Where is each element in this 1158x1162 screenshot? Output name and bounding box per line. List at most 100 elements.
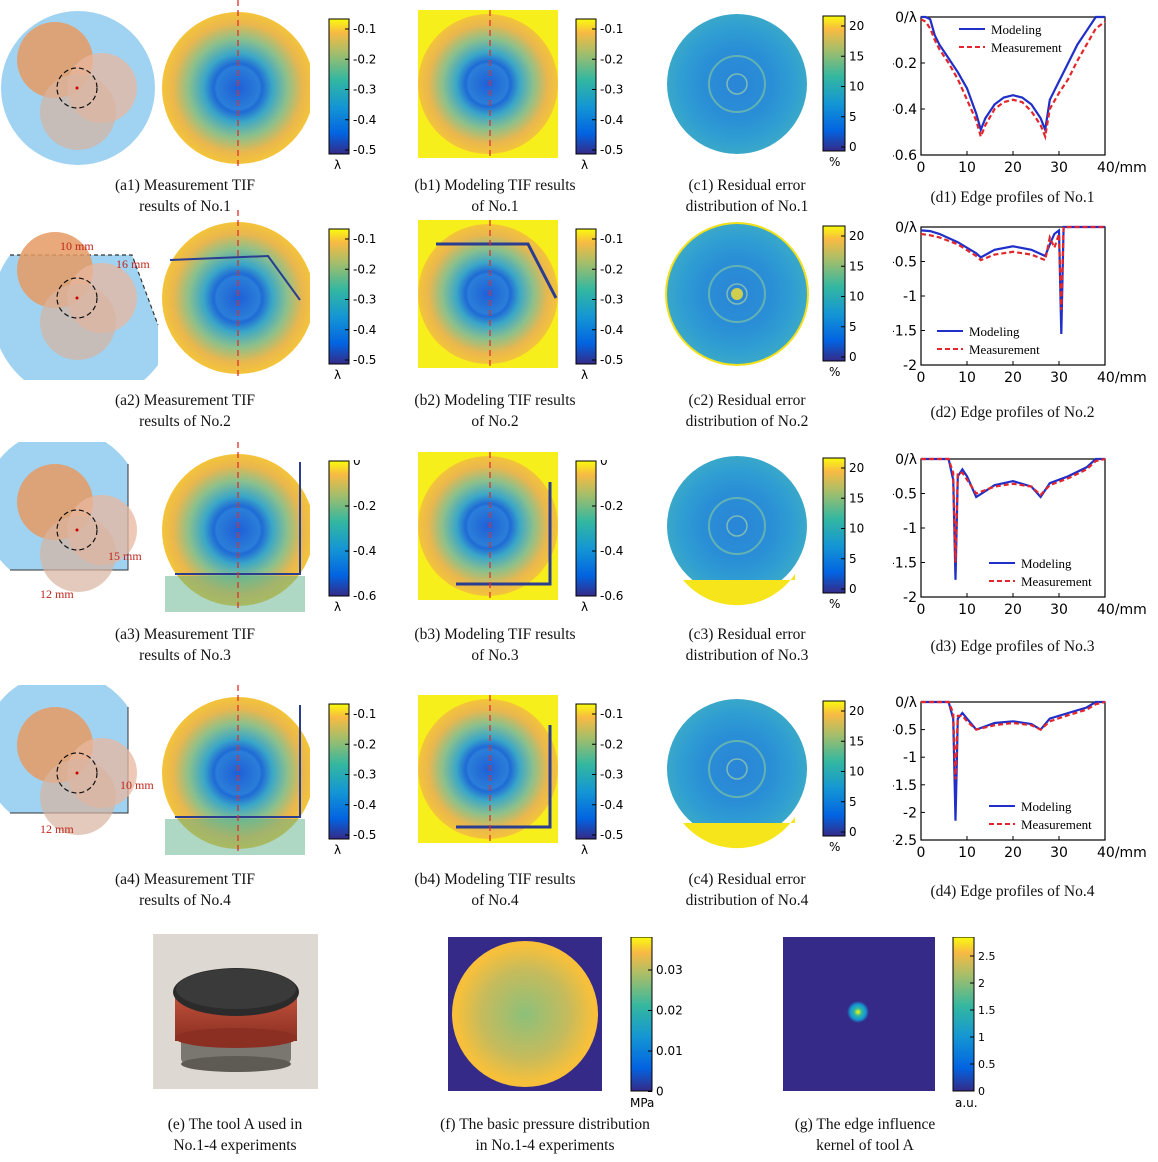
panel-b3 [418, 452, 563, 602]
caption-c-line: distribution of No.4 [685, 892, 809, 909]
caption-e: (e) The tool A used in No.1-4 experiment… [130, 1114, 340, 1156]
colorbar-tick: 10 [849, 765, 864, 779]
legend-label: Measurement [969, 342, 1040, 357]
colorbar-tick: -0.4 [600, 113, 623, 127]
panel-c3 [665, 452, 810, 607]
residual-error-map [667, 699, 807, 849]
panel-a4: 10 mm 12 mm [0, 672, 314, 855]
g-colorbar: 2.5 2 1.5 1 0.5 0a.u. [952, 936, 996, 1110]
colorbar: -0.1 -0.2 -0.3 -0.4 -0.5 λ [328, 18, 376, 172]
colorbar-tick: -0.4 [353, 113, 376, 127]
y-tick-label: -0.5 [893, 255, 917, 271]
x-tick-label: 20 [1004, 160, 1022, 176]
colorbar-tick: 5 [849, 320, 857, 334]
colorbar-tick: -0.6 [353, 589, 376, 603]
measurement-tif-map [162, 442, 314, 612]
caption-c2: (c2) Residual error distribution of No.2 [662, 390, 832, 432]
caption-e-line2: No.1-4 experiments [173, 1137, 297, 1154]
y-tick-label: 0/λ [895, 695, 917, 711]
series-line-modeling [920, 225, 1105, 335]
colorbar-unit: λ [581, 843, 588, 857]
colorbar-tick: 0 [978, 1085, 985, 1098]
caption-d4: (d4) Edge profiles of No.4 [905, 881, 1120, 902]
caption-c4: (c4) Residual error distribution of No.4 [662, 869, 832, 911]
x-tick-label: 10 [958, 160, 976, 176]
colorbar-tick: 2 [978, 977, 985, 990]
edge-profile-chart: 0/λ -0.5 -1 -1.5 -20 10 20 30 40/mm Modeling Measu… [890, 452, 1147, 618]
panel-a2: 10 mm 16 mm [0, 210, 314, 403]
colorbar-c3: 20 15 10 5 0% [822, 457, 882, 622]
y-tick-label: -1.5 [893, 556, 917, 572]
y-tick-label: -1 [903, 289, 917, 305]
colorbar-tick: -0.3 [600, 768, 623, 782]
colorbar: -0.1 -0.2 -0.3 -0.4 -0.5 λ [575, 228, 623, 382]
colorbar-c4: 20 15 10 5 0% [822, 700, 882, 865]
residual-error-map [667, 14, 807, 154]
x-tick-label: 20 [1004, 845, 1022, 861]
caption-a-line: (a3) Measurement TIF [114, 626, 256, 643]
colorbar-tick: 0 [600, 460, 608, 468]
colorbar: 20 15 10 5 0% [822, 700, 864, 854]
colorbar-tick: -0.1 [353, 232, 376, 246]
colorbar-tick: -0.5 [600, 353, 623, 367]
panel-b4 [418, 695, 563, 845]
caption-a-line: results of No.2 [139, 413, 231, 430]
caption-c-line: (c2) Residual error [688, 392, 806, 409]
caption-a3: (a3) Measurement TIF results of No.3 [60, 624, 310, 666]
x-tick-label: 30 [1050, 370, 1068, 386]
colorbar-tick: -0.1 [353, 22, 376, 36]
modeling-tif-map [418, 220, 558, 370]
panel-b1 [418, 10, 563, 160]
edge-profile-chart: 0/λ -0.5 -1 -1.5 -20 10 20 30 40/mm Modeling Measu… [890, 220, 1147, 386]
caption-a2: (a2) Measurement TIF results of No.2 [60, 390, 310, 432]
schematic-annotation: 10 mm [120, 778, 154, 792]
caption-g: (g) The edge influence kernel of tool A [760, 1114, 970, 1156]
colorbar-tick: -0.2 [600, 262, 623, 276]
legend-label: Modeling [1021, 556, 1072, 571]
colorbar-tick: 0.5 [978, 1058, 996, 1071]
panel-f-pressure: 0.03 0.02 0.01 0 MPa [448, 936, 688, 1112]
colorbar-tick: 0.01 [656, 1044, 683, 1058]
colorbar-unit: % [829, 597, 840, 611]
colorbar: -0.1 -0.2 -0.3 -0.4 -0.5 λ [575, 703, 623, 857]
colorbar-unit: a.u. [955, 1096, 978, 1110]
colorbar-tick: -0.1 [600, 707, 623, 721]
caption-b2: (b2) Modeling TIF results of No.2 [395, 390, 595, 432]
colorbar-tick: -0.1 [600, 22, 623, 36]
orbit-path [56, 277, 98, 319]
residual-error-map [667, 456, 807, 606]
colorbar-tick: -0.4 [353, 323, 376, 337]
measurement-tif-schematic: 10 mm 16 mm [0, 210, 314, 403]
colorbar: -0.1 -0.2 -0.3 -0.4 -0.5 λ [328, 703, 376, 857]
colorbar-tick: -0.3 [353, 768, 376, 782]
colorbar-tick: -0.1 [353, 707, 376, 721]
legend-label: Measurement [991, 40, 1062, 55]
colorbar-c2: 20 15 10 5 0% [822, 225, 882, 390]
colorbar-a4: -0.1 -0.2 -0.3 -0.4 -0.5 λ [328, 703, 388, 863]
tool-footprints [17, 22, 137, 150]
caption-g-line2: kernel of tool A [816, 1137, 914, 1154]
colorbar-tick: 20 [849, 704, 864, 718]
colorbar-unit: % [829, 840, 840, 854]
measurement-tif-schematic: 15 mm 12 mm [0, 429, 314, 612]
panel-d2: 0/λ -0.5 -1 -1.5 -20 10 20 30 40/mm Modeling Measu… [890, 215, 1155, 395]
y-tick-label: -0.2 [893, 56, 917, 72]
colorbar-tick: 5 [849, 795, 857, 809]
x-tick-label: 30 [1050, 602, 1068, 618]
caption-c-line: (c3) Residual error [688, 626, 806, 643]
colorbar-unit: λ [334, 158, 341, 172]
panel-a3: 15 mm 12 mm [0, 429, 314, 612]
y-tick-label: -1.5 [893, 778, 917, 794]
colorbar-tick: -0.2 [600, 737, 623, 751]
colorbar-tick: 10 [849, 522, 864, 536]
colorbar: 20 15 10 5 0% [822, 457, 864, 611]
colorbar-b4: -0.1 -0.2 -0.3 -0.4 -0.5 λ [575, 703, 635, 863]
y-tick-label: -0.5 [893, 487, 917, 503]
caption-a-line: (a4) Measurement TIF [114, 871, 256, 888]
colorbar-tick: -0.4 [353, 544, 376, 558]
caption-f: (f) The basic pressure distribution in N… [410, 1114, 680, 1156]
legend-label: Modeling [991, 22, 1042, 37]
colorbar-unit: λ [334, 843, 341, 857]
series-line-measurement [920, 225, 1105, 310]
colorbar-tick: -0.4 [600, 323, 623, 337]
